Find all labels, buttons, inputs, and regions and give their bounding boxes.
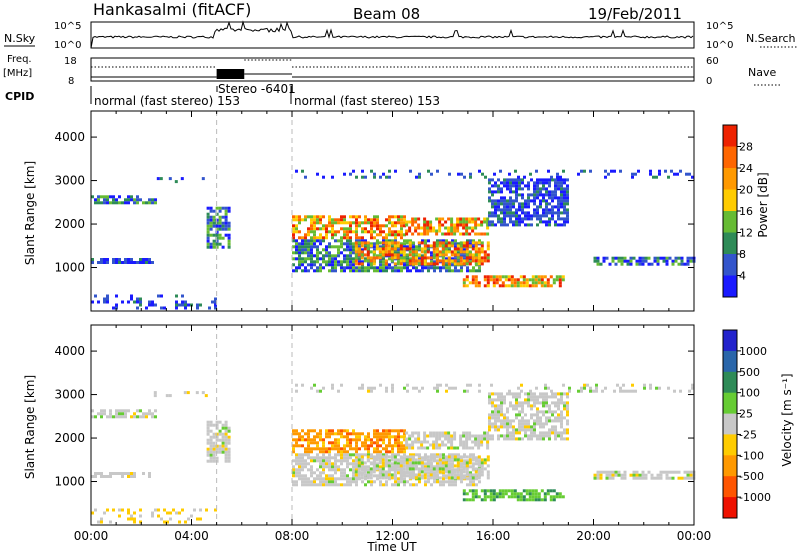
colorbar-swatch — [723, 434, 737, 456]
colorbar-swatch — [723, 232, 737, 255]
x-tick-label: 04:00 — [174, 529, 209, 543]
colorbar-tick-label: 20 — [739, 184, 753, 197]
colorbar-tick-label: -1000 — [739, 491, 771, 504]
station-title: Hankasalmi (fitACF) — [93, 0, 251, 19]
colorbar-swatch — [723, 413, 737, 435]
colorbar-tick-label: 12 — [739, 227, 753, 240]
x-tick-label: 12:00 — [375, 529, 410, 543]
colorbar-swatch — [723, 189, 737, 212]
power-echo-cells — [91, 169, 696, 310]
cpid-label: CPID — [5, 90, 34, 103]
colorbar-tick-label: 25 — [739, 408, 753, 421]
nave-tick-top: 60 — [706, 56, 719, 67]
velocity-colorbar: 1000 500 100 25 -25 -100 -500 -1000 — [722, 329, 771, 519]
colorbar-swatch — [723, 168, 737, 190]
velocity-colorbar-label: Velocity [m s⁻¹] — [780, 373, 794, 466]
colorbar-tick-label: 24 — [739, 162, 753, 175]
x-tick-label: 08:00 — [275, 529, 310, 543]
nsky-tick-top: 10^5 — [54, 21, 81, 32]
colorbar-swatch — [723, 350, 737, 373]
velocity-ylabel: Slant Range [km] — [23, 375, 37, 479]
colorbar-swatch — [723, 254, 737, 276]
x-axis-label: Time UT — [366, 540, 417, 554]
freq-unit: [MHz] — [3, 68, 32, 79]
freq-tick-top: 18 — [64, 56, 77, 67]
colorbar-tick-label: 16 — [739, 205, 753, 218]
freq-block — [216, 69, 245, 79]
x-tick-label: 00:00 — [74, 529, 109, 543]
colorbar-swatch — [723, 275, 737, 298]
x-tick-label: 00:00 — [677, 529, 712, 543]
nsearch-tick-bottom: 10^0 — [706, 40, 733, 51]
freq-label: Freq. — [7, 54, 32, 65]
colorbar-swatch — [723, 146, 737, 169]
colorbar-tick-label: 1000 — [739, 345, 767, 358]
colorbar-tick-label: 100 — [739, 387, 760, 400]
nsky-panel-frame — [90, 21, 695, 49]
velocity-heatmap-panel: 1000 2000 3000 4000 00:00 04:00 08:00 12:00 16:0… — [54, 324, 712, 543]
colorbar-swatch — [723, 392, 737, 415]
freq-tick-bottom: 8 — [68, 76, 74, 87]
power-heatmap-panel: 1000 2000 3000 4000 — [54, 110, 696, 312]
y-tick-label: 1000 — [54, 475, 85, 489]
colorbar-swatch — [723, 371, 737, 394]
nave-tick-bottom: 0 — [706, 76, 712, 87]
colorbar-swatch — [723, 455, 737, 477]
panel-frame — [90, 324, 695, 526]
nave-label: Nave — [748, 66, 776, 79]
nsky-label: N.Sky — [4, 32, 36, 45]
y-tick-label: 1000 — [54, 261, 85, 275]
colorbar-tick-label: 8 — [739, 248, 746, 261]
power-colorbar: 4 8 12 16 20 24 28 — [722, 124, 753, 298]
colorbar-swatch — [723, 330, 737, 352]
power-colorbar-label: Power [dB] — [756, 172, 770, 237]
y-tick-label: 3000 — [54, 388, 85, 402]
y-tick-label: 4000 — [54, 344, 85, 358]
panel-frame — [90, 110, 695, 312]
cpid-segment-2: Stereo -6401 — [218, 82, 296, 96]
colorbar-tick-label: -500 — [739, 470, 764, 483]
colorbar-tick-label: -25 — [739, 428, 757, 441]
power-ylabel: Slant Range [km] — [23, 161, 37, 265]
colorbar-tick-label: 28 — [739, 141, 753, 154]
y-tick-label: 4000 — [54, 130, 85, 144]
x-tick-label: 16:00 — [476, 529, 511, 543]
nsky-tick-bottom: 10^0 — [54, 40, 81, 51]
colorbar-tick-label: -100 — [739, 449, 764, 462]
cpid-segment-3: normal (fast stereo) 153 — [294, 94, 440, 108]
freq-nave-traces — [91, 59, 694, 79]
y-tick-label: 2000 — [54, 431, 85, 445]
colorbar-swatch — [723, 125, 737, 147]
nsky-trace — [90, 20, 694, 49]
freq-panel-frame — [90, 57, 695, 82]
colorbar-tick-label: 500 — [739, 366, 760, 379]
beam-title: Beam 08 — [353, 5, 420, 23]
colorbar-tick-label: 4 — [739, 270, 746, 283]
cpid-segment-1: normal (fast stereo) 153 — [94, 94, 240, 108]
colorbar-swatch — [723, 211, 737, 233]
colorbar-swatch — [723, 476, 737, 498]
date-title: 19/Feb/2011 — [588, 5, 682, 23]
velocity-echo-cells — [91, 383, 696, 524]
y-tick-label: 3000 — [54, 174, 85, 188]
y-tick-label: 2000 — [54, 217, 85, 231]
colorbar-frame — [722, 329, 738, 519]
nsearch-label: N.Search — [746, 32, 796, 45]
nsearch-tick-top: 10^5 — [706, 21, 733, 32]
colorbar-swatch — [723, 497, 737, 519]
x-tick-label: 20:00 — [576, 529, 611, 543]
